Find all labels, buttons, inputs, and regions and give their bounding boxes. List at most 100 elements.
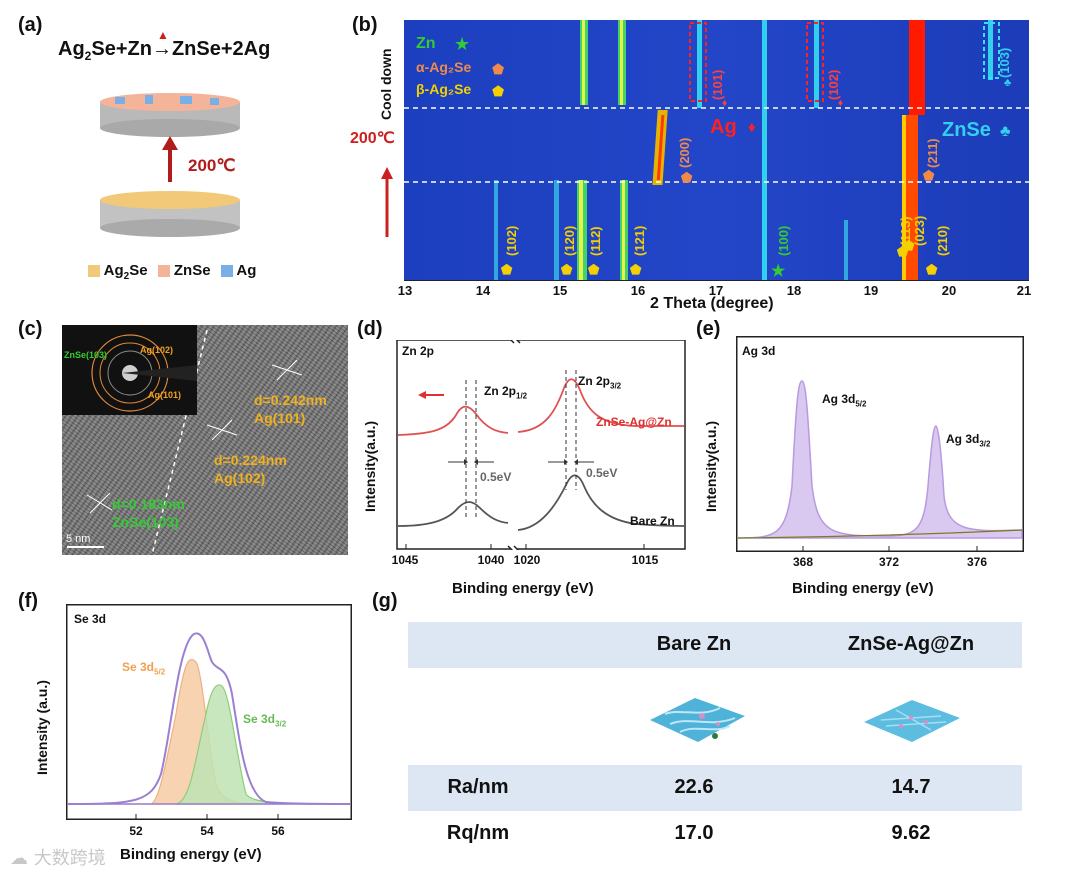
peak-120: (120): [562, 226, 577, 256]
zn2p-tick: 1020: [513, 553, 541, 567]
ag3d-fitted-area: [737, 380, 1023, 539]
table-row-band: [408, 765, 1022, 811]
diffraction-streaks: [494, 20, 993, 280]
svg-text:♦: ♦: [838, 98, 843, 109]
peak-101: (101): [710, 70, 725, 100]
se3d-title: Se 3d: [74, 612, 107, 626]
panel-a-label: (a): [18, 14, 43, 36]
ag3d-tick: 376: [966, 555, 988, 569]
temperature-label: 200℃: [188, 156, 236, 175]
box-101: [689, 22, 707, 102]
ag3d-tick: 368: [792, 555, 814, 569]
legend-alpha-ag2se: α-Ag₂Se: [416, 59, 471, 75]
svg-text:♦: ♦: [722, 98, 727, 109]
panel-f-label: (f): [18, 590, 38, 612]
ag-label: Ag: [710, 116, 737, 138]
xrd-tick: 21: [1016, 283, 1032, 298]
peak-100: (100): [776, 226, 791, 256]
top-disc-coating: [100, 93, 240, 111]
zn2p-tick: 1040: [477, 553, 505, 567]
panel-e-label: (e): [696, 318, 721, 340]
xrd-tick: 17: [708, 283, 724, 298]
row-label-ra: Ra/nm: [447, 776, 509, 798]
peak-121: (121): [632, 226, 647, 256]
xrd-tick: 14: [475, 283, 491, 298]
svg-text:⬟: ⬟: [896, 244, 909, 259]
xrd-tick: 15: [552, 283, 568, 298]
zn2p12-label: Zn 2p1/2: [484, 384, 528, 401]
shift-value-2: 0.5eV: [586, 466, 618, 480]
se3d-y-axis-title: Intensity (a.u.): [34, 680, 50, 775]
svg-text:⬟: ⬟: [500, 262, 513, 277]
zn2p-y-axis-title: Intensity(a.u.): [362, 420, 378, 512]
xrd-tick: 13: [397, 283, 413, 298]
znse-label: ZnSe: [942, 119, 991, 141]
svg-text:⬟: ⬟: [902, 238, 915, 253]
ag3d52-label: Ag 3d5/2: [822, 392, 867, 409]
reaction-equation: Ag2Se+Zn→ ▲ ZnSe+2Ag: [58, 28, 271, 63]
ag-diamond-icon: ♦: [748, 119, 756, 136]
zn2p-tick: 1045: [391, 553, 419, 567]
panel-b-label: (b): [352, 14, 378, 36]
d-spacing-ag102: d=0.224nm Ag(102): [214, 452, 287, 486]
xrd-heatmap: Zn ★ α-Ag₂Se ⬟ β-Ag₂Se ⬟ Ag ♦ ZnSe ♣ (10…: [404, 20, 1029, 280]
scale-bar-label: 5 nm: [66, 533, 91, 545]
peak-102-beta: (102): [504, 226, 519, 256]
legend-beta-ag2se: β-Ag₂Se: [416, 81, 471, 97]
hrtem-image: ZnSe(103) Ag(102) Ag(101) d=0.242nm Ag(10…: [62, 325, 348, 555]
xrd-tick: 19: [863, 283, 879, 298]
svg-text:⬟: ⬟: [925, 262, 938, 277]
ag3d-plot: [736, 336, 1024, 552]
legend-zn: Zn: [416, 35, 436, 52]
row-label-rq: Rq/nm: [446, 822, 510, 844]
header-bare-zn: Bare Zn: [656, 633, 732, 655]
zn2p-x-axis-title: Binding energy (eV): [452, 580, 594, 597]
watermark: ☁ 大数跨境: [10, 848, 106, 869]
interface-dashed-line: [151, 329, 208, 555]
zn-star-icon: ★: [454, 34, 470, 54]
ag3d-y-axis-title: Intensity(a.u.): [703, 420, 719, 512]
xrd-tick: 18: [786, 283, 802, 298]
red-curve-2p12: [397, 405, 509, 436]
black-curve-2p12: [397, 501, 509, 527]
series-znse-ag-zn: ZnSe-Ag@Zn: [596, 415, 672, 429]
legend-swatch-ag2se: [88, 265, 100, 278]
header-znse-ag-zn: ZnSe-Ag@Zn: [847, 633, 975, 655]
shift-value-1: 0.5eV: [480, 470, 512, 484]
svg-text:⬟: ⬟: [560, 262, 573, 277]
beta-pentagon-icon: ⬟: [492, 83, 504, 99]
surface-bare-zn: [650, 698, 745, 742]
box-102: [806, 22, 824, 102]
panel-c-label: (c): [18, 318, 43, 340]
heat-triangle-icon: ▲: [156, 28, 169, 42]
ag3d-tick: 372: [878, 555, 900, 569]
ra-bare-zn: 22.6: [674, 776, 714, 798]
peak-112: (112): [588, 226, 603, 256]
panel-d-label: (d): [357, 318, 383, 340]
svg-text:⬟: ⬟: [680, 170, 693, 185]
d-spacing-znse: d=0.183nm ZnSe(103): [112, 496, 185, 530]
legend-swatch-ag: [220, 265, 233, 278]
peak-103: (103): [997, 48, 1012, 78]
watermark-logo-icon: ☁: [10, 848, 28, 869]
zn2p32-label: Zn 2p3/2: [578, 374, 622, 391]
xrd-tick: 20: [941, 283, 957, 298]
se3d52-label: Se 3d5/2: [122, 660, 166, 677]
ag3d32-label: Ag 3d3/2: [946, 432, 991, 449]
ra-znse-ag-zn: 14.7: [891, 776, 931, 798]
se3d-tick: 54: [200, 824, 214, 838]
saed-inset: ZnSe(103) Ag(102) Ag(101): [62, 325, 197, 415]
peak-102-ag: (102): [826, 70, 841, 100]
saed-ag101: Ag(101): [148, 390, 182, 400]
svg-text:⬟: ⬟: [922, 168, 935, 183]
svg-text:♣: ♣: [1004, 77, 1011, 89]
ag3d-baseline: [737, 529, 1023, 539]
panel-a-legend: Ag2Se ZnSe Ag: [88, 262, 256, 282]
se3d-tick: 56: [271, 824, 285, 838]
peak-200: (200): [677, 138, 692, 168]
surface-znse-ag-zn: [864, 700, 960, 742]
table-header-band: [408, 622, 1022, 668]
rq-znse-ag-zn: 9.62: [891, 822, 931, 844]
zn2p-plot: [396, 340, 686, 550]
ag3d-x-axis-title: Binding energy (eV): [792, 580, 934, 597]
